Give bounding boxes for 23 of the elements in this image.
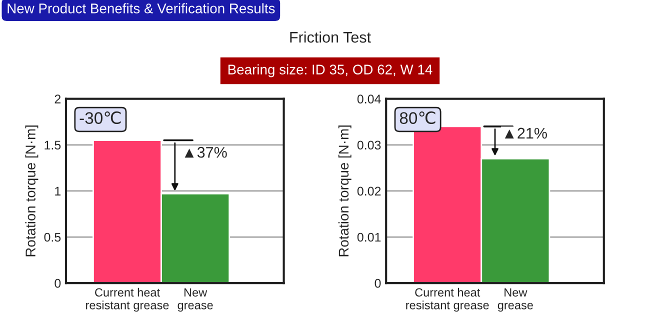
text: New Product Benefits & Verification Results: [8, 3, 275, 14]
y-tick-label: 2: [54, 94, 61, 104]
annotation: 80℃: [400, 111, 436, 124]
y-axis-title: Rotation torque [N·m]: [338, 126, 352, 256]
annotation: -30℃: [80, 111, 121, 124]
y-tick-label: 0.04: [357, 94, 381, 104]
y-tick-label: 1.5: [44, 140, 61, 150]
x-tick-label: Current heat resistant grease: [86, 288, 169, 312]
x-tick-label: New grease: [178, 288, 213, 312]
x-tick-label: New grease: [498, 288, 533, 312]
text: Friction Test: [290, 31, 371, 43]
y-tick-label: 1: [55, 186, 61, 196]
y-tick-label: 0: [54, 278, 61, 288]
y-axis-title: Rotation torque [N·m]: [25, 126, 38, 256]
text: Bearing size: ID 35, OD 62, W 14: [228, 64, 432, 78]
y-tick-label: 0.01: [357, 232, 381, 242]
y-tick-label: 0.02: [357, 186, 381, 196]
annotation: ▲21%: [504, 128, 547, 139]
annotation: ▲37%: [184, 146, 227, 158]
x-tick-label: Current heat resistant grease: [406, 288, 489, 312]
y-tick-label: 0.03: [357, 140, 381, 150]
y-tick-label: 0: [374, 278, 381, 288]
y-tick-label: 0.5: [44, 232, 61, 242]
